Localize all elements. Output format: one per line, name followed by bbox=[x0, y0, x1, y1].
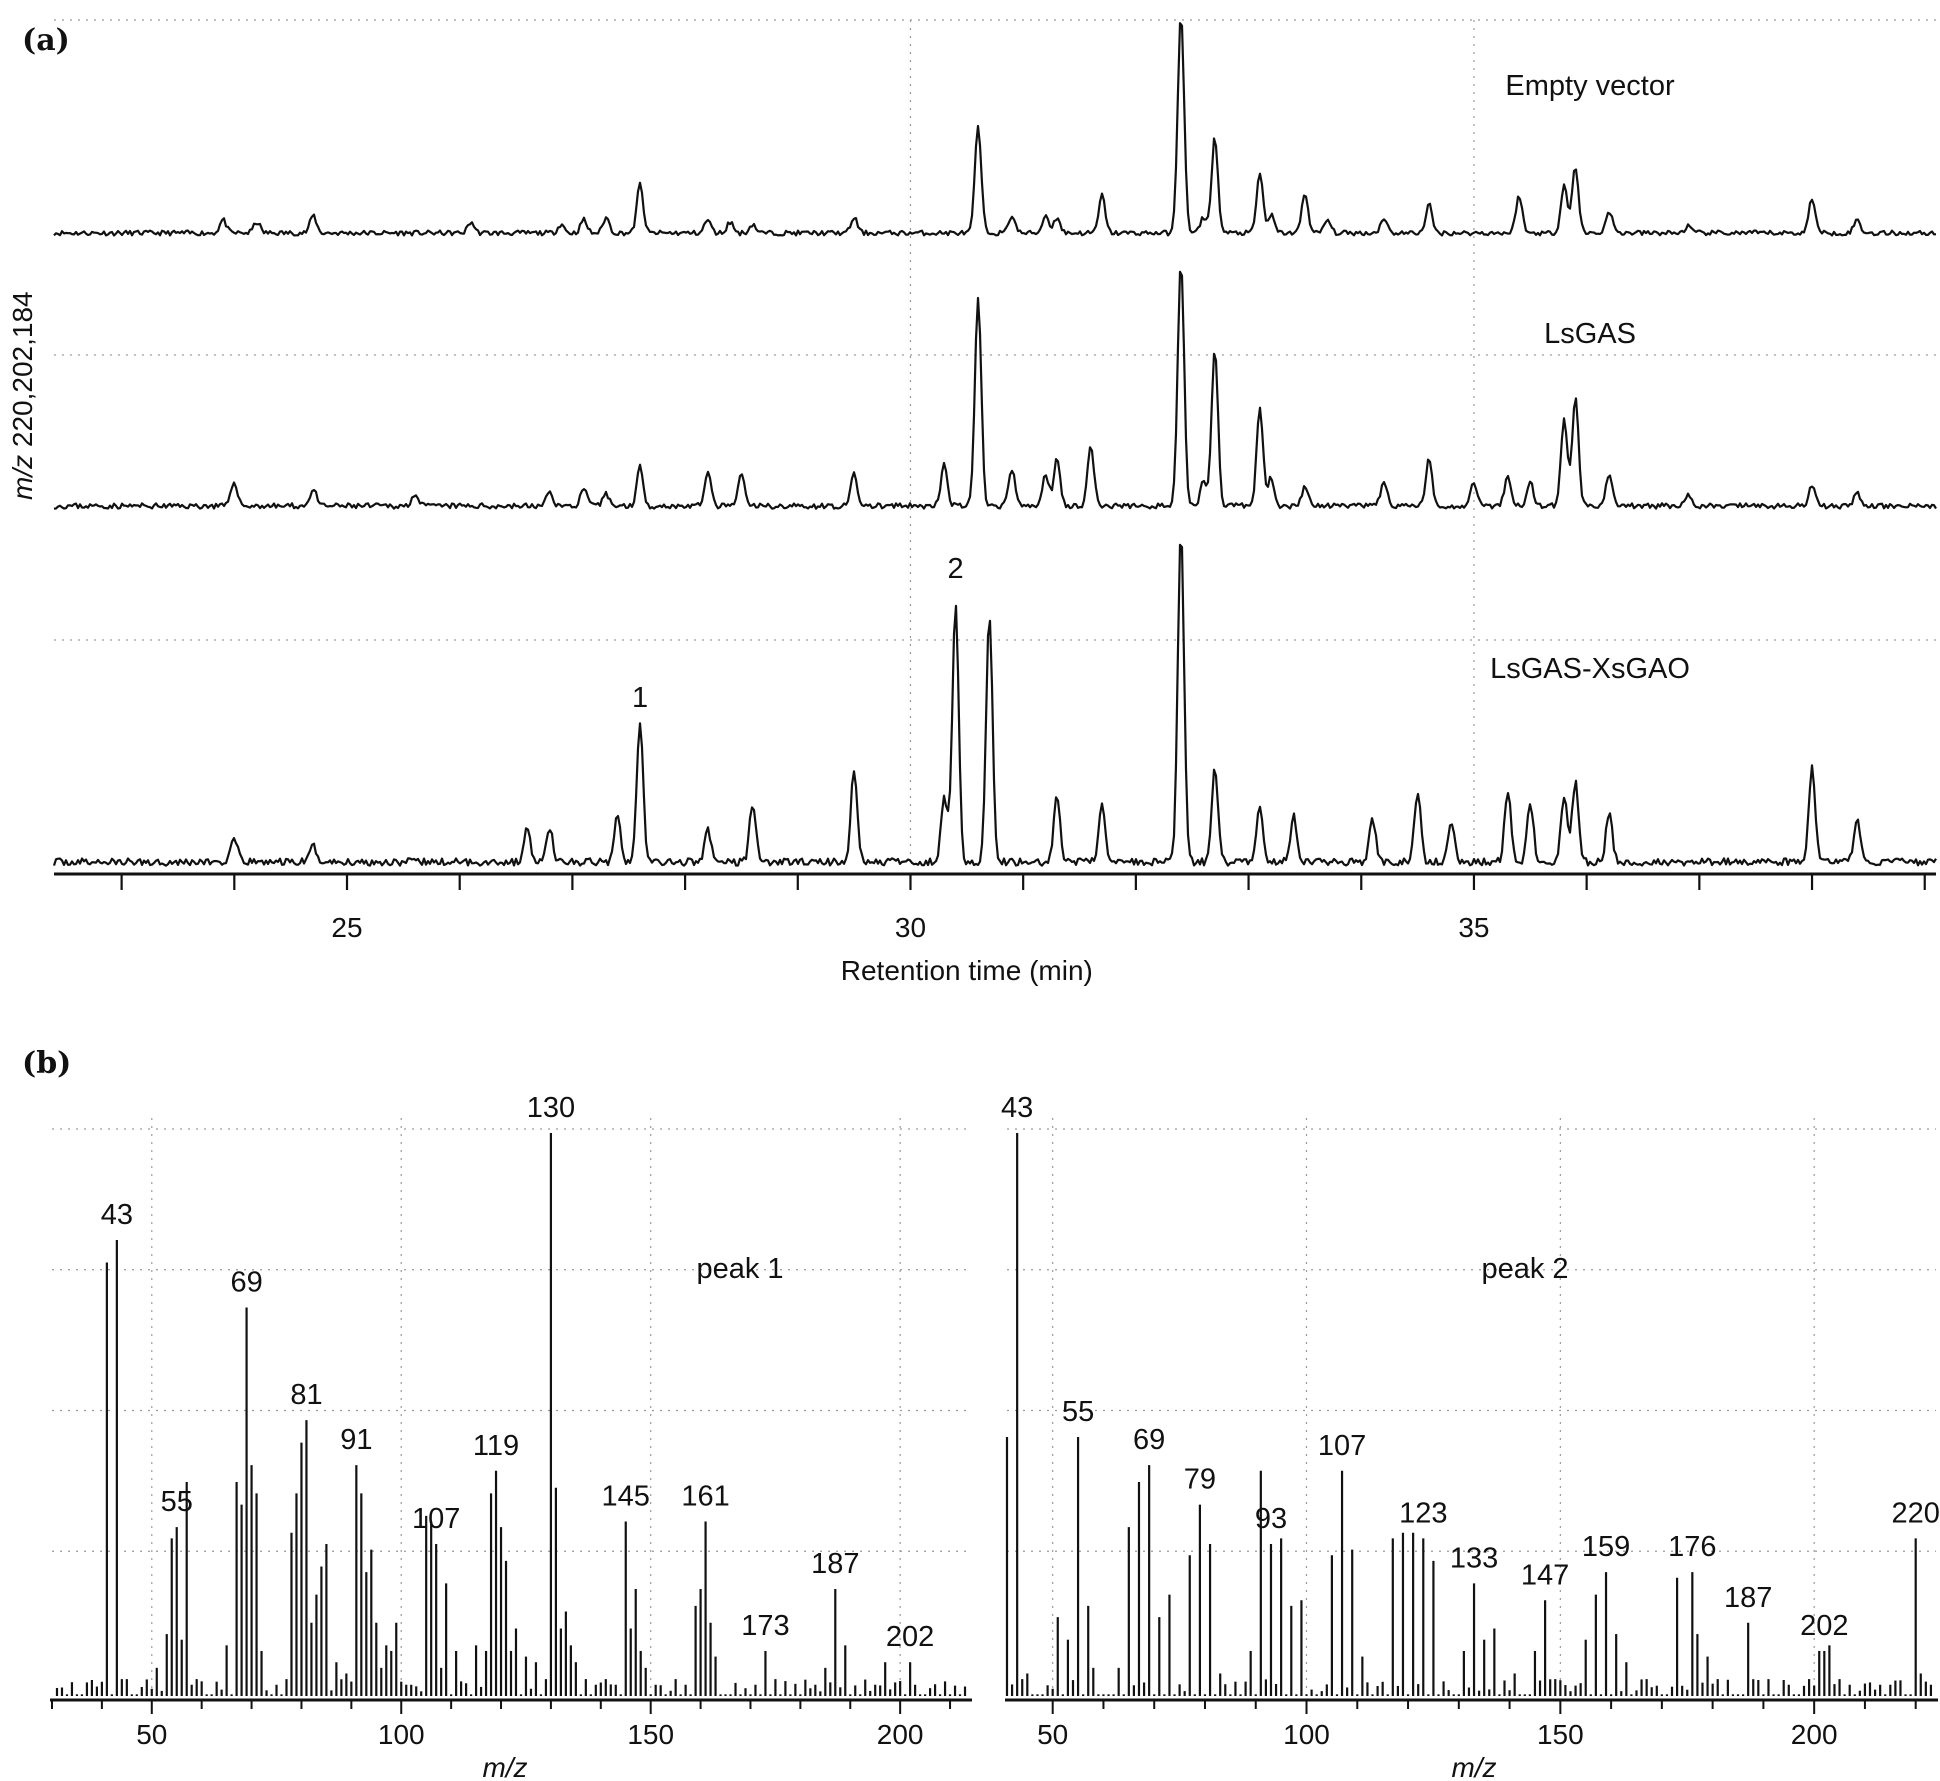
ion-mz-label: 69 bbox=[230, 1267, 262, 1299]
x-axis-label: m/z bbox=[1451, 1752, 1496, 1781]
ion-mz-label: 69 bbox=[1133, 1424, 1165, 1456]
ion-mz-label: 173 bbox=[741, 1610, 789, 1642]
ion-mz-label: 119 bbox=[473, 1430, 519, 1462]
ion-mz-label: 159 bbox=[1582, 1531, 1630, 1563]
ion-mz-label: 55 bbox=[161, 1486, 193, 1518]
chromatogram-y-label: m/z 220,202,184 bbox=[7, 291, 38, 500]
peak-number-label: 2 bbox=[947, 553, 963, 585]
ion-mz-label: 176 bbox=[1668, 1531, 1716, 1563]
peak-number-label: 1 bbox=[632, 682, 648, 714]
x-tick-label: 200 bbox=[1791, 1719, 1838, 1750]
spectrum-peaks bbox=[1005, 1133, 1933, 1696]
x-tick-label: 25 bbox=[331, 912, 362, 943]
spectrum-name-label: peak 1 bbox=[696, 1253, 783, 1285]
ion-mz-label: 220 bbox=[1891, 1497, 1939, 1529]
y-label-italic: m/z bbox=[7, 455, 38, 500]
x-tick-label: 150 bbox=[1537, 1719, 1584, 1750]
chromatogram-gridlines bbox=[54, 19, 1936, 865]
x-tick-label: 35 bbox=[1458, 912, 1489, 943]
chromatogram-trace bbox=[52, 543, 1937, 867]
ion-mz-label: 187 bbox=[1724, 1582, 1772, 1614]
spectrum-name-label: peak 2 bbox=[1481, 1253, 1568, 1285]
x-tick-label: 200 bbox=[877, 1719, 924, 1750]
ion-mz-label: 91 bbox=[340, 1424, 372, 1456]
ion-mz-label: 55 bbox=[1062, 1396, 1094, 1428]
chromatogram-trace bbox=[53, 270, 1937, 510]
ion-mz-label: 161 bbox=[681, 1480, 729, 1512]
ion-mz-label: 107 bbox=[412, 1503, 460, 1535]
x-tick-label: 50 bbox=[1037, 1719, 1068, 1750]
spectrum-peaks bbox=[55, 1133, 967, 1696]
x-tick-label: 100 bbox=[378, 1719, 425, 1750]
ion-mz-label: 187 bbox=[811, 1548, 859, 1580]
mass-spectrum-peak-1: 43 55 69 81 91 107 119 130 145 161 173 187 202 50 100 1… bbox=[50, 1092, 972, 1781]
x-tick-label: 30 bbox=[895, 912, 926, 943]
x-axis-label: Retention time (min) bbox=[841, 955, 1093, 986]
trace-label: Empty vector bbox=[1505, 70, 1675, 102]
ion-mz-label: 202 bbox=[1800, 1610, 1848, 1642]
x-tick-label: 150 bbox=[627, 1719, 674, 1750]
ion-mz-label: 107 bbox=[1318, 1430, 1366, 1462]
trace-label: LsGAS-XsGAO bbox=[1490, 653, 1690, 685]
panel-b-label: (b) bbox=[22, 1046, 71, 1081]
chromatogram-panel: Empty vector LsGAS LsGAS-XsGAO 1 2 25 30 35 Rete… bbox=[52, 19, 1937, 986]
spectrum-gridlines bbox=[1007, 1118, 1936, 1696]
ion-mz-label: 202 bbox=[886, 1621, 934, 1653]
ion-mz-label: 145 bbox=[602, 1480, 650, 1512]
panel-a-label: (a) bbox=[22, 23, 70, 58]
ion-mz-label: 93 bbox=[1255, 1503, 1287, 1535]
ion-mz-label: 43 bbox=[1001, 1092, 1033, 1124]
chromatogram-trace bbox=[53, 22, 1936, 237]
x-tick-label: 100 bbox=[1283, 1719, 1330, 1750]
spectrum-gridlines bbox=[52, 1118, 970, 1696]
trace-label: LsGAS bbox=[1544, 318, 1636, 350]
ion-mz-label: 130 bbox=[527, 1092, 575, 1124]
ion-mz-label: 43 bbox=[101, 1199, 133, 1231]
ion-mz-label: 133 bbox=[1450, 1542, 1498, 1574]
x-axis-label: m/z bbox=[482, 1752, 527, 1781]
ion-mz-label: 147 bbox=[1521, 1559, 1569, 1591]
ion-mz-label: 81 bbox=[290, 1379, 322, 1411]
ion-mz-label: 79 bbox=[1184, 1464, 1216, 1496]
y-label-rest: 220,202,184 bbox=[7, 291, 38, 455]
x-tick-label: 50 bbox=[136, 1719, 167, 1750]
ion-mz-label: 123 bbox=[1399, 1497, 1447, 1529]
